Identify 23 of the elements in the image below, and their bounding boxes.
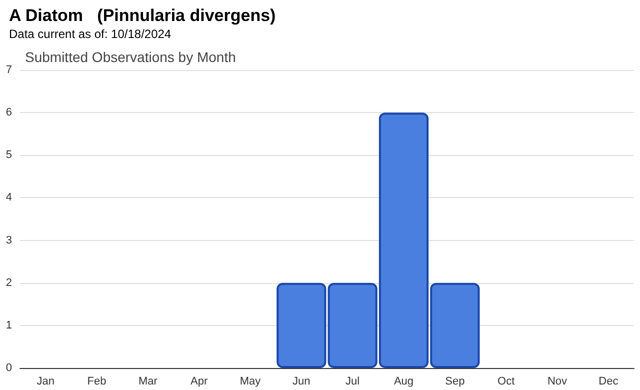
x-tick-label: May [240,376,262,388]
y-tick-label: 6 [6,106,12,119]
x-tick-label: Feb [87,376,106,388]
y-tick-label: 7 [6,64,12,76]
x-tick-label: Mar [138,376,158,388]
y-tick-label: 1 [6,319,12,332]
y-tick-label: 2 [6,276,12,289]
x-tick-label: Dec [598,376,619,388]
y-tick-label: 3 [6,234,12,246]
x-tick-label: Jul [346,376,360,388]
x-tick-label: Jan [36,376,54,388]
text: Submitted Observations by Month [25,49,236,65]
x-tick-label: Aug [394,376,414,388]
x-tick-label: Jun [292,376,310,388]
chart-subtitle: Data current as of: 10/18/2024 [9,27,172,41]
y-tick-label: 5 [6,149,12,162]
y-tick-label: 0 [6,362,12,374]
chart-title: A Diatom (Pinnularia divergens) [9,6,276,25]
x-tick-label: Oct [498,376,515,388]
y-tick-label: 4 [6,192,12,204]
x-tick-label: Apr [190,376,208,388]
x-tick-label: Sep [445,376,465,388]
x-tick-label: Nov [547,376,568,388]
